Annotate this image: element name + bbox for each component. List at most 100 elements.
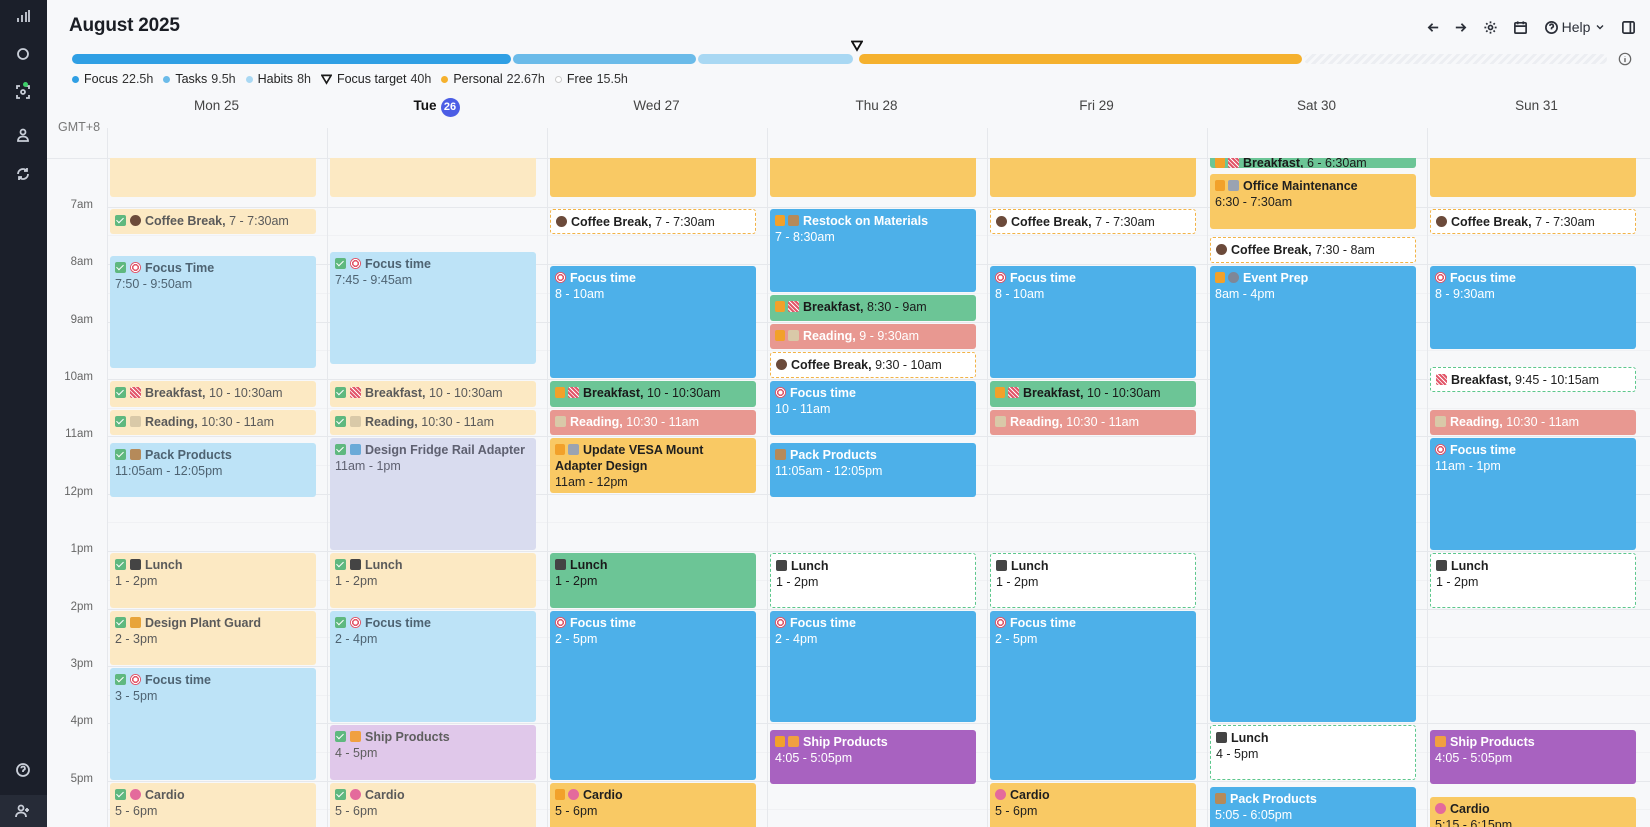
team-icon[interactable]	[11, 123, 35, 147]
checkbox-icon[interactable]	[115, 616, 126, 628]
day-header-6[interactable]: Sat 30	[1207, 98, 1426, 113]
help-dropdown[interactable]: Help	[1543, 16, 1607, 38]
calendar-event[interactable]: Breakfast, 10 - 10:30am	[550, 380, 756, 407]
stats-icon[interactable]	[11, 4, 35, 28]
checkbox-icon[interactable]	[335, 386, 346, 398]
calendar-event[interactable]: Cardio 5:15 - 6:15pm	[1430, 797, 1636, 827]
week-grid[interactable]: Coffee Break, 7 - 7:30am Focus Time 7:50 -…	[107, 158, 1650, 827]
calendar-event[interactable]: Pack Products 11:05am - 12:05pm	[770, 442, 976, 498]
checkbox-icon[interactable]	[115, 386, 126, 398]
calendar-event[interactable]: Focus time 11am - 1pm	[1430, 438, 1636, 551]
day-header-5[interactable]: Fri 29	[987, 98, 1206, 113]
calendar-event[interactable]: Breakfast, 10 - 10:30am	[990, 380, 1196, 407]
calendar-event[interactable]: Cardio 5 - 6pm	[110, 782, 316, 827]
calendar-event[interactable]: Restock on Materials 7 - 8:30am	[770, 208, 976, 292]
calendar-event[interactable]: Focus time 2 - 5pm	[990, 610, 1196, 780]
calendar-event[interactable]: Breakfast, 6 - 6:30am	[1210, 158, 1416, 169]
calendar-event[interactable]: Focus Time 7:50 - 9:50am	[110, 256, 316, 369]
info-icon[interactable]	[1618, 52, 1632, 66]
toggle-panel-button[interactable]	[1619, 16, 1637, 38]
checkbox-icon[interactable]	[335, 731, 346, 743]
calendar-event[interactable]	[990, 158, 1196, 198]
calendar-event[interactable]: Reading, 10:30 - 11am	[330, 409, 536, 436]
calendar-event[interactable]: Coffee Break, 7 - 7:30am	[1430, 208, 1636, 235]
calendar-event[interactable]: Lunch 1 - 2pm	[330, 553, 536, 608]
calendar-event[interactable]: Office Maintenance 6:30 - 7:30am	[1210, 174, 1416, 229]
checkbox-icon[interactable]	[115, 448, 126, 460]
calendar-event[interactable]: Reading, 9 - 9:30am	[770, 323, 976, 350]
checkbox-icon[interactable]	[115, 559, 126, 571]
add-user-icon[interactable]	[11, 799, 35, 823]
checkbox-icon[interactable]	[335, 257, 346, 269]
calendar-event[interactable]	[110, 158, 316, 198]
checkbox-icon[interactable]	[335, 559, 346, 571]
calendar-event[interactable]: Breakfast, 10 - 10:30am	[110, 380, 316, 407]
calendar-event[interactable]: Focus time 2 - 5pm	[550, 610, 756, 780]
calendar-event[interactable]: Design Fridge Rail Adapter 11am - 1pm	[330, 438, 536, 551]
loop-icon[interactable]	[11, 42, 35, 66]
calendar-event[interactable]: Coffee Break, 7:30 - 8am	[1210, 237, 1416, 264]
calendar-event[interactable]: Pack Products 5:05 - 6:05pm	[1210, 787, 1416, 827]
calendar-event[interactable]: Focus time 2 - 4pm	[330, 610, 536, 723]
calendar-event[interactable]: Lunch 1 - 2pm	[550, 553, 756, 608]
settings-button[interactable]	[1481, 16, 1499, 38]
calendar-event[interactable]: Cardio 5 - 6pm	[550, 782, 756, 827]
checkbox-icon[interactable]	[335, 616, 346, 628]
calendar-event[interactable]: Focus time 2 - 4pm	[770, 610, 976, 723]
day-header-3[interactable]: Wed 27	[547, 98, 766, 113]
calendar-event[interactable]: Focus time 10 - 11am	[770, 380, 976, 436]
day-header-1[interactable]: Mon 25	[107, 98, 326, 113]
calendar-event[interactable]: Reading, 10:30 - 11am	[110, 409, 316, 436]
calendar-event[interactable]: Reading, 10:30 - 11am	[550, 409, 756, 436]
calendar-event[interactable]	[330, 158, 536, 198]
calendar-event[interactable]: Coffee Break, 7 - 7:30am	[990, 208, 1196, 235]
calendar-event[interactable]: Focus time 3 - 5pm	[110, 667, 316, 780]
calendar-event[interactable]: Design Plant Guard 2 - 3pm	[110, 610, 316, 665]
checkbox-icon[interactable]	[115, 214, 126, 226]
calendar-event[interactable]: Lunch 1 - 2pm	[1430, 553, 1636, 608]
sync-icon[interactable]	[11, 162, 35, 186]
scan-icon[interactable]	[11, 80, 35, 104]
calendar-event[interactable]: Event Prep 8am - 4pm	[1210, 266, 1416, 723]
calendar-button[interactable]	[1511, 16, 1529, 38]
day-header-4[interactable]: Thu 28	[767, 98, 986, 113]
calendar-event[interactable]	[550, 158, 756, 198]
checkbox-icon[interactable]	[335, 415, 346, 427]
prev-week-button[interactable]	[1424, 16, 1442, 38]
calendar-event[interactable]: Breakfast, 8:30 - 9am	[770, 294, 976, 321]
checkbox-icon[interactable]	[115, 673, 126, 685]
calendar-event[interactable]: Reading, 10:30 - 11am	[1430, 409, 1636, 436]
day-header-2[interactable]: Tue 26	[327, 98, 546, 117]
checkbox-icon[interactable]	[335, 444, 346, 456]
calendar-event[interactable]: Update VESA Mount Adapter Design 11am - 1…	[550, 438, 756, 493]
calendar-event[interactable]	[1430, 158, 1636, 198]
calendar-event[interactable]	[770, 158, 976, 198]
calendar-event[interactable]: Focus time 8 - 10am	[550, 266, 756, 378]
calendar-event[interactable]: Lunch 1 - 2pm	[110, 553, 316, 608]
checkbox-icon[interactable]	[115, 415, 126, 427]
calendar-event[interactable]: Breakfast, 9:45 - 10:15am	[1430, 366, 1636, 393]
calendar-event[interactable]: Lunch 1 - 2pm	[990, 553, 1196, 608]
calendar-event[interactable]: Ship Products 4:05 - 5:05pm	[770, 729, 976, 785]
calendar-event[interactable]: Coffee Break, 7 - 7:30am	[550, 208, 756, 235]
calendar-event[interactable]: Coffee Break, 9:30 - 10am	[770, 352, 976, 378]
calendar-event[interactable]: Ship Products 4 - 5pm	[330, 725, 536, 780]
next-week-button[interactable]	[1451, 16, 1469, 38]
calendar-event[interactable]: Focus time 8 - 9:30am	[1430, 266, 1636, 350]
calendar-event[interactable]: Coffee Break, 7 - 7:30am	[110, 208, 316, 235]
calendar-event[interactable]: Breakfast, 10 - 10:30am	[330, 380, 536, 407]
calendar-event[interactable]: Cardio 5 - 6pm	[330, 782, 536, 827]
calendar-event[interactable]: Focus time 8 - 10am	[990, 266, 1196, 378]
checkbox-icon[interactable]	[115, 788, 126, 800]
calendar-event[interactable]: Lunch 1 - 2pm	[770, 553, 976, 608]
calendar-event[interactable]: Lunch 4 - 5pm	[1210, 725, 1416, 780]
day-header-7[interactable]: Sun 31	[1427, 98, 1646, 113]
calendar-event[interactable]: Reading, 10:30 - 11am	[990, 409, 1196, 436]
help-circle-icon[interactable]	[11, 758, 35, 782]
calendar-event[interactable]: Pack Products 11:05am - 12:05pm	[110, 442, 316, 498]
calendar-event[interactable]: Cardio 5 - 6pm	[990, 782, 1196, 827]
checkbox-icon[interactable]	[115, 262, 126, 274]
calendar-event[interactable]: Focus time 7:45 - 9:45am	[330, 251, 536, 364]
calendar-event[interactable]: Ship Products 4:05 - 5:05pm	[1430, 729, 1636, 785]
checkbox-icon[interactable]	[335, 788, 346, 800]
